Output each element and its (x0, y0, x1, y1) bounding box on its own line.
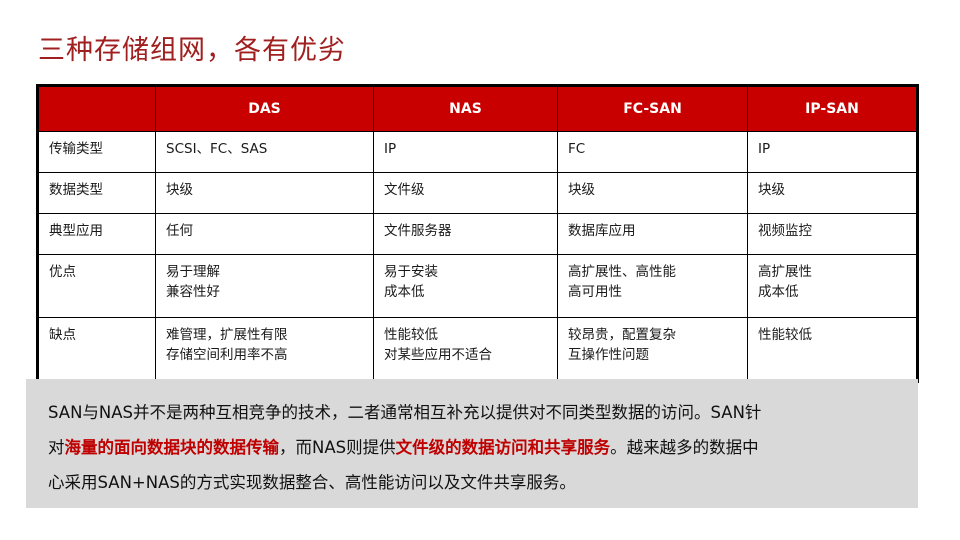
table-row: 传输类型 SCSI、FC、SAS IP FC IP (37, 131, 918, 173)
note-line-2: 对海量的面向数据块的数据传输，而NAS则提供文件级的数据访问和共享服务。越来越多… (48, 430, 896, 465)
note-segment: 。越来越多的数据中 (610, 438, 759, 457)
table-header: DAS NAS FC-SAN IP-SAN (37, 85, 918, 132)
cell-das-disadvantages: 难管理，扩展性有限 存储空间利用率不高 (155, 317, 374, 382)
cell-das-advantages: 易于理解 兼容性好 (155, 254, 374, 318)
note-line-1: SAN与NAS并不是两种互相竞争的技术，二者通常相互补充以提供对不同类型数据的访… (48, 395, 896, 430)
note-segment: 心采用SAN+NAS的方式实现数据整合、高性能访问以及文件共享服务。 (48, 473, 576, 492)
table-header-cell-nas: NAS (373, 85, 558, 132)
cell-ipsan-advantages: 高扩展性 成本低 (747, 254, 918, 318)
note-segment: 对 (48, 438, 65, 457)
row-label-typical-application: 典型应用 (37, 213, 156, 255)
row-label-disadvantages: 缺点 (37, 317, 156, 382)
note-segment: SAN与NAS并不是两种互相竞争的技术，二者通常相互补充以提供对不同类型数据的访… (48, 403, 762, 422)
cell-nas-advantages: 易于安装 成本低 (373, 254, 558, 318)
note-segment-highlight: 文件级的数据访问和共享服务 (395, 438, 611, 457)
table-header-cell-ipsan: IP-SAN (747, 85, 918, 132)
cell-das-transfer-type: SCSI、FC、SAS (155, 131, 374, 173)
note-line-3: 心采用SAN+NAS的方式实现数据整合、高性能访问以及文件共享服务。 (48, 465, 896, 500)
cell-fcsan-typical-application: 数据库应用 (557, 213, 748, 255)
cell-das-typical-application: 任何 (155, 213, 374, 255)
table-header-cell-das: DAS (155, 85, 374, 132)
cell-fcsan-advantages: 高扩展性、高性能 高可用性 (557, 254, 748, 318)
cell-das-data-type: 块级 (155, 172, 374, 214)
cell-nas-transfer-type: IP (373, 131, 558, 173)
table-row: 优点 易于理解 兼容性好 易于安装 成本低 高扩展性、高性能 (37, 254, 918, 318)
cell-nas-data-type: 文件级 (373, 172, 558, 214)
row-label-advantages: 优点 (37, 254, 156, 318)
cell-nas-disadvantages: 性能较低 对某些应用不适合 (373, 317, 558, 382)
cell-fcsan-disadvantages: 较昂贵，配置复杂 互操作性问题 (557, 317, 748, 382)
table-row: 典型应用 任何 文件服务器 数据库应用 视频监控 (37, 213, 918, 255)
row-label-transfer-type: 传输类型 (37, 131, 156, 173)
table-body: 传输类型 SCSI、FC、SAS IP FC IP 数据类型 (37, 131, 918, 382)
cell-ipsan-disadvantages: 性能较低 (747, 317, 918, 382)
cell-ipsan-typical-application: 视频监控 (747, 213, 918, 255)
table-header-row: DAS NAS FC-SAN IP-SAN (37, 85, 918, 132)
storage-comparison-table: DAS NAS FC-SAN IP-SAN 传输类型 SCSI、FC、SAS I… (36, 84, 919, 383)
cell-fcsan-transfer-type: FC (557, 131, 748, 173)
cell-fcsan-data-type: 块级 (557, 172, 748, 214)
cell-nas-typical-application: 文件服务器 (373, 213, 558, 255)
note-segment: ，而NAS则提供 (279, 438, 396, 457)
table-row: 缺点 难管理，扩展性有限 存储空间利用率不高 性能较低 对某些应用不适合 (37, 317, 918, 382)
table-header-cell-fcsan: FC-SAN (557, 85, 748, 132)
page-title: 三种存储组网，各有优劣 (38, 35, 346, 66)
cell-ipsan-data-type: 块级 (747, 172, 918, 214)
note-segment-highlight: 海量的面向数据块的数据传输 (64, 438, 280, 457)
table-header-cell-corner (37, 85, 156, 132)
row-label-data-type: 数据类型 (37, 172, 156, 214)
table-row: 数据类型 块级 文件级 块级 块级 (37, 172, 918, 214)
cell-ipsan-transfer-type: IP (747, 131, 918, 173)
summary-note-box: SAN与NAS并不是两种互相竞争的技术，二者通常相互补充以提供对不同类型数据的访… (26, 379, 918, 508)
